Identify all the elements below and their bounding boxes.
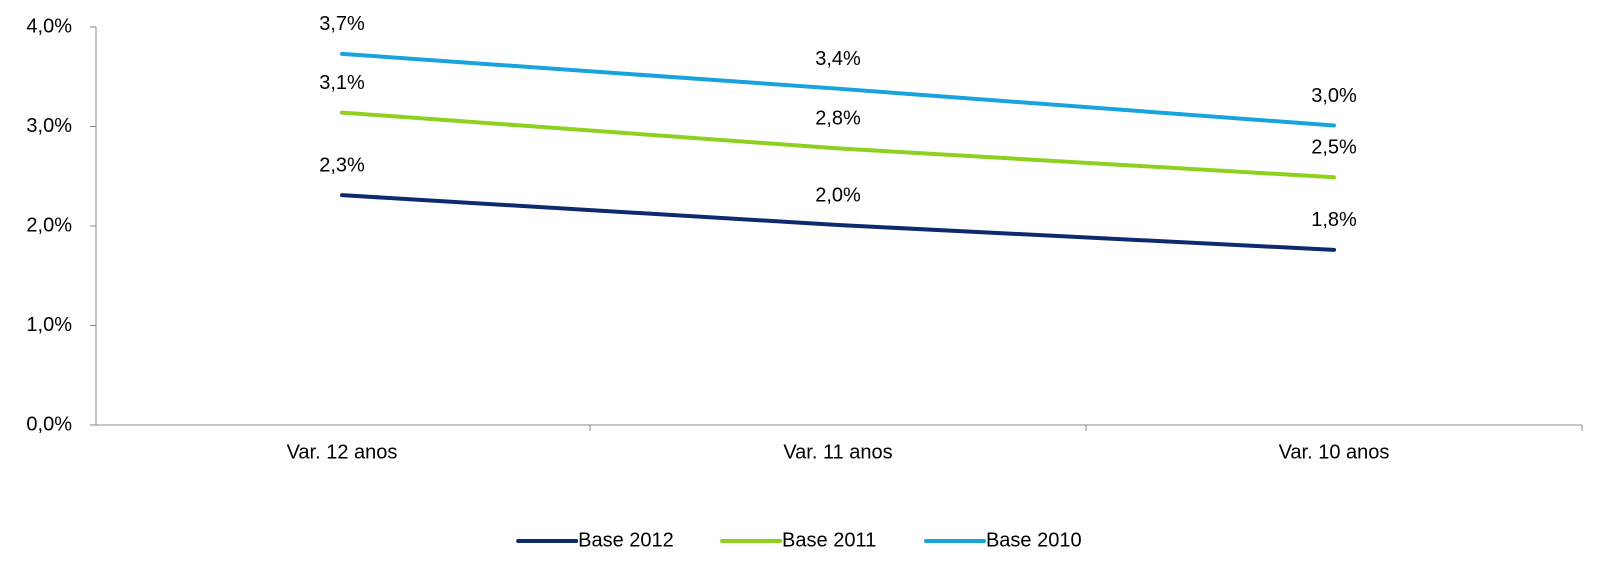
series-line [340,193,1336,252]
series-line [340,110,1336,180]
series-line [340,51,1336,128]
y-tick-label: 2,0% [26,214,72,236]
y-tick-label: 0,0% [26,413,72,435]
data-label: 3,1% [319,72,365,94]
x-tick-label: Var. 12 anos [287,441,398,463]
data-label: 3,0% [1311,85,1357,107]
data-label: 2,3% [319,154,365,176]
x-tick-label: Var. 11 anos [783,441,892,463]
legend-label: Base 2011 [782,529,876,551]
data-label: 1,8% [1311,209,1357,231]
y-tick-label: 4,0% [26,15,72,37]
legend-label: Base 2010 [986,529,1082,551]
x-tick-label: Var. 10 anos [1279,441,1390,463]
legend-label: Base 2012 [578,529,674,551]
data-label: 3,7% [319,13,365,35]
y-tick-label: 3,0% [26,115,72,137]
data-label: 2,0% [815,184,861,206]
data-label: 2,8% [815,108,861,130]
data-label: 2,5% [1311,137,1357,159]
y-tick-label: 1,0% [26,314,72,336]
data-label: 3,4% [815,48,861,70]
